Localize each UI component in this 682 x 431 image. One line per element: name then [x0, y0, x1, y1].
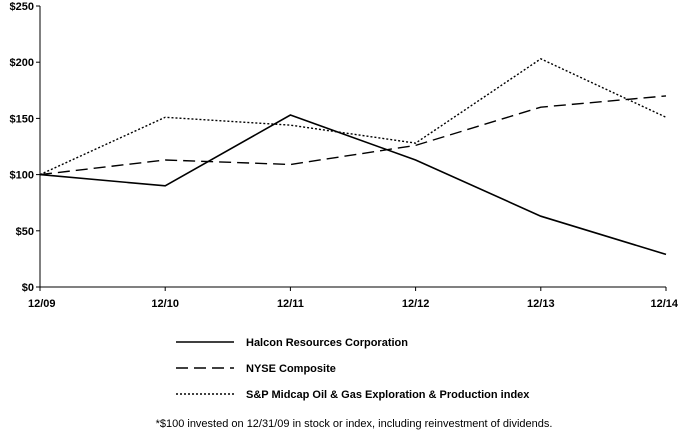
- series-line-s-p-midcap-oil-gas-exploration-production-index: [39, 58, 667, 176]
- x-tick-label: 12/11: [277, 298, 304, 310]
- x-tick-label: 12/12: [402, 298, 430, 310]
- footnote: *$100 invested on 12/31/09 in stock or i…: [156, 418, 553, 430]
- y-tick-label: $250: [10, 1, 34, 13]
- series-line-halcon-resources-corporation: [39, 114, 667, 256]
- y-tick-label: $0: [22, 282, 34, 294]
- y-ticks: $0 $50 $100 $150 $200 $250: [10, 1, 40, 294]
- legend-label-halcon-resources-corporation: Halcon Resources Corporation: [246, 337, 408, 349]
- y-tick-label: $200: [10, 57, 34, 69]
- x-ticks: 12/09 12/10 12/11 12/12 12/13 12/14: [28, 287, 679, 310]
- legend: Halcon Resources Corporation NYSE Composi…: [176, 337, 530, 401]
- y-tick-label: $150: [10, 113, 34, 125]
- y-tick-label: $100: [10, 170, 34, 182]
- series-lines: [39, 58, 667, 256]
- y-tick-label: $50: [16, 226, 34, 238]
- series-line-nyse-composite: [39, 95, 667, 176]
- legend-label-s-p-midcap-oil-gas-exploration-production-index: S&P Midcap Oil & Gas Exploration & Produ…: [246, 389, 530, 401]
- x-tick-label: 12/09: [28, 298, 56, 310]
- legend-label-nyse-composite: NYSE Composite: [246, 363, 336, 375]
- x-tick-label: 12/13: [527, 298, 555, 310]
- x-tick-label: 12/10: [151, 298, 179, 310]
- x-tick-label: 12/14: [650, 298, 678, 310]
